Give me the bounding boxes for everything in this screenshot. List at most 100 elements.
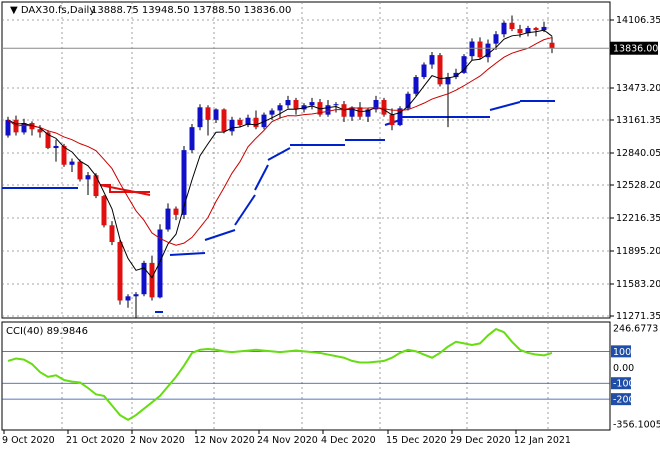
- candle-body: [501, 22, 507, 35]
- cci-level-box: [611, 393, 631, 406]
- price-tick-label: 12528.20: [616, 180, 660, 191]
- candle-body: [381, 100, 387, 115]
- support-stop-line: [254, 164, 269, 191]
- current-price-box: [610, 41, 658, 55]
- price-tick-label: 13473.20: [616, 83, 660, 94]
- candle-body: [301, 105, 307, 110]
- price-tick-label: 12216.35: [616, 213, 660, 224]
- support-stop-line: [204, 229, 236, 241]
- candle-body: [53, 145, 59, 149]
- candle-body: [85, 175, 91, 180]
- candle-body: [117, 242, 123, 301]
- candle-body: [61, 145, 67, 165]
- price-tick-label: 12840.05: [616, 148, 660, 159]
- candle-body: [485, 43, 491, 58]
- cci-tick-label: -356.1005: [613, 420, 660, 431]
- candle-body: [237, 119, 243, 126]
- candle-body: [173, 208, 179, 215]
- candle-body: [221, 109, 227, 132]
- candle-body: [245, 117, 251, 126]
- support-stop-line: [489, 101, 521, 111]
- candle-body: [525, 27, 531, 34]
- price-tick-label: 14106.35: [616, 15, 660, 26]
- candle-body: [517, 29, 523, 34]
- candle-body: [141, 262, 147, 295]
- candle-body: [349, 107, 355, 117]
- price-panel: [1, 1, 611, 319]
- candle-body: [109, 225, 115, 243]
- resistance-stop-line: [100, 184, 150, 193]
- candle-body: [253, 117, 259, 128]
- cci-tick-label: -200: [613, 395, 635, 406]
- cci-label: CCI(40) 89.9846: [6, 326, 88, 337]
- candle-body: [533, 27, 539, 31]
- cci-line: [7, 327, 553, 422]
- candle-body: [189, 127, 195, 151]
- candle-body: [541, 26, 547, 31]
- candle-body: [181, 150, 187, 215]
- support-stop-line: [169, 252, 206, 256]
- date-tick-label: 9 Oct 2020: [2, 435, 55, 446]
- candle-body: [69, 161, 75, 165]
- candle-body: [309, 102, 315, 106]
- date-tick-label: 12 Nov 2020: [194, 435, 255, 446]
- candle-body: [149, 262, 155, 298]
- candle-body: [277, 105, 283, 111]
- chart-symbol: ▼ DAX30.fs,Daily: [10, 5, 95, 16]
- candle-body: [101, 196, 107, 226]
- date-tick-label: 12 Jan 2021: [514, 435, 571, 446]
- candle-body: [213, 109, 219, 120]
- date-tick-label: 21 Oct 2020: [66, 435, 125, 446]
- candle-body: [413, 77, 419, 94]
- candle-body: [405, 93, 411, 109]
- price-tick-label: 11271.35: [616, 311, 660, 322]
- candle-body: [461, 56, 467, 73]
- candle-body: [437, 55, 443, 85]
- candle-body: [229, 119, 235, 132]
- cci-level-box: [611, 377, 631, 390]
- date-tick-label: 4 Dec 2020: [321, 435, 376, 446]
- chart-symbol-triangle: ▼: [10, 5, 21, 16]
- candle-body: [477, 41, 483, 58]
- candle-body: [469, 41, 475, 57]
- candle-body: [21, 122, 27, 133]
- chart-symbol-label: DAX30.fs,Daily: [21, 5, 95, 16]
- candle-body: [197, 107, 203, 128]
- support-stop-line: [234, 194, 256, 226]
- candle-body: [341, 104, 347, 117]
- candle-body: [549, 42, 555, 49]
- price-tick-label: 13161.35: [616, 115, 660, 126]
- candle-body: [205, 107, 211, 120]
- candle-body: [445, 77, 451, 85]
- cci-panel: [1, 321, 611, 431]
- candle-body: [373, 100, 379, 110]
- candle-body: [509, 22, 515, 30]
- candle-body: [5, 119, 11, 136]
- support-stop-line: [267, 147, 291, 161]
- candle-body: [325, 105, 331, 115]
- candle-body: [365, 109, 371, 117]
- chart-ohlc: 13888.75 13948.50 13788.50 13836.00: [91, 5, 291, 16]
- date-tick-label: 2 Nov 2020: [130, 435, 185, 446]
- candle-body: [133, 294, 139, 297]
- candle-body: [285, 100, 291, 106]
- cci-tick-label: 100: [613, 347, 631, 358]
- candle-body: [397, 108, 403, 126]
- date-tick-label: 24 Nov 2020: [257, 435, 318, 446]
- candle-body: [429, 55, 435, 65]
- candle-body: [269, 110, 275, 115]
- date-tick-label: 29 Dec 2020: [450, 435, 511, 446]
- candle-body: [37, 129, 43, 133]
- candle-body: [421, 64, 427, 78]
- candle-body: [453, 72, 459, 78]
- cci-level-box: [611, 345, 631, 358]
- candle-body: [77, 161, 83, 180]
- candle-body: [389, 114, 395, 126]
- candle-body: [333, 104, 339, 106]
- date-tick-label: 15 Dec 2020: [386, 435, 447, 446]
- candle-body: [165, 208, 171, 230]
- candle-body: [261, 114, 267, 128]
- price-tick-label: 11895.20: [616, 246, 660, 257]
